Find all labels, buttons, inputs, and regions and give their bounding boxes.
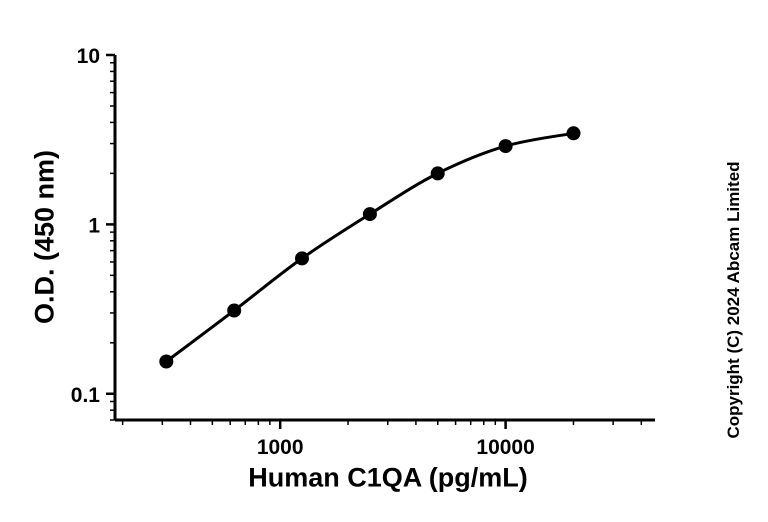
data-point-marker xyxy=(498,139,513,154)
data-point-marker xyxy=(566,126,581,141)
x-tick-label: 1000 xyxy=(257,436,304,459)
data-point-marker xyxy=(295,251,309,266)
y-tick-label: 1 xyxy=(88,214,100,237)
y-tick-label: 0.1 xyxy=(71,384,101,407)
standard-curve-line xyxy=(165,131,574,363)
x-axis-label: Human C1QA (pg/mL) xyxy=(248,462,528,493)
copyright-text: Copyright (C) 2024 Abcam Limited xyxy=(724,161,743,439)
data-point-marker xyxy=(430,166,445,181)
data-point-marker xyxy=(159,354,174,369)
y-tick-label: 10 xyxy=(77,45,100,68)
y-axis-label: O.D. (450 nm) xyxy=(29,149,60,325)
data-point-marker xyxy=(362,207,377,222)
x-tick-label: 10000 xyxy=(476,436,534,459)
data-point-marker xyxy=(227,303,242,318)
